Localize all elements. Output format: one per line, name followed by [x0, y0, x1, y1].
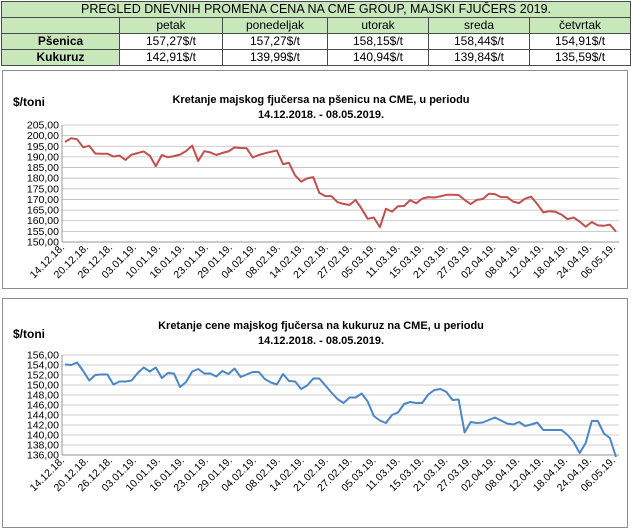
table-row: Pšenica 157,27$/t 157,27$/t 158,15$/t 15…: [1, 33, 631, 50]
corn-y-tick-label: 150,00: [27, 380, 59, 392]
wheat-y-tick-label: 175,00: [27, 183, 59, 195]
day-header: ponedeljak: [222, 17, 328, 34]
corn-y-axis-label: $/toni: [13, 327, 45, 341]
wheat-chart-subtitle: 14.12.2018. - 08.05.2019.: [258, 109, 384, 121]
corn-y-tick-label: 140,00: [27, 430, 59, 442]
wheat-y-tick-label: 190,00: [27, 151, 59, 163]
table-row: Kukuruz 142,91$/t 139,99$/t 140,94$/t 13…: [1, 49, 631, 66]
corn-chart-title: Kretanje cene majskog fjučersa na kukuru…: [158, 320, 484, 332]
table-corner-cell: [1, 17, 120, 34]
corn-y-tick-label: 144,00: [27, 410, 59, 422]
day-header: sreda: [428, 17, 530, 34]
price-cell: 154,91$/t: [528, 33, 631, 50]
wheat-y-tick-label: 185,00: [27, 162, 59, 174]
wheat-y-tick-label: 160,00: [27, 215, 59, 227]
corn-chart-svg: $/toni Kretanje cene majskog fjučersa na…: [13, 320, 619, 494]
day-header: petak: [119, 17, 223, 34]
day-header: utorak: [327, 17, 429, 34]
price-cell: 142,91$/t: [119, 49, 223, 66]
corn-y-tick-label: 152,00: [27, 370, 59, 382]
wheat-y-tick-label: 150,00: [27, 237, 59, 249]
wheat-y-tick-label: 200,00: [27, 130, 59, 142]
price-cell: 158,44$/t: [428, 33, 530, 50]
corn-y-tick-label: 142,00: [27, 420, 59, 432]
price-cell: 135,59$/t: [528, 49, 631, 66]
wheat-y-tick-label: 195,00: [27, 141, 59, 153]
corn-y-tick-label: 146,00: [27, 400, 59, 412]
price-cell: 158,15$/t: [327, 33, 429, 50]
wheat-y-tick-label: 155,00: [27, 226, 59, 238]
wheat-y-tick-label: 180,00: [27, 173, 59, 185]
corn-y-tick-label: 148,00: [27, 390, 59, 402]
corn-y-tick-label: 138,00: [27, 440, 59, 452]
day-header: četvrtak: [528, 17, 631, 34]
price-cell: 139,99$/t: [222, 49, 328, 66]
wheat-chart-title: Kretanje majskog fjučersa na pšenicu na …: [172, 94, 469, 106]
wheat-chart: $/toni Kretanje majskog fjučersa na pšen…: [2, 70, 628, 289]
price-cell: 157,27$/t: [222, 33, 328, 50]
price-cell: 140,94$/t: [327, 49, 429, 66]
corn-price-line: [64, 361, 617, 458]
price-cell: 157,27$/t: [119, 33, 223, 50]
wheat-y-tick-label: 170,00: [27, 194, 59, 206]
price-table: PREGLED DNEVNIH PROMENA CENA NA CME GROU…: [0, 1, 631, 66]
wheat-price-line: [64, 137, 617, 233]
wheat-y-axis-label: $/toni: [13, 95, 45, 109]
wheat-chart-svg: $/toni Kretanje majskog fjučersa na pšen…: [13, 94, 619, 281]
row-label-wheat: Pšenica: [1, 33, 120, 50]
table-title: PREGLED DNEVNIH PROMENA CENA NA CME GROU…: [0, 1, 631, 18]
corn-y-tick-label: 136,00: [27, 450, 59, 462]
corn-chart: $/toni Kretanje cene majskog fjučersa na…: [2, 298, 628, 528]
corn-chart-subtitle: 14.12.2018. - 08.05.2019.: [258, 335, 384, 347]
wheat-y-tick-label: 165,00: [27, 205, 59, 217]
price-cell: 139,84$/t: [428, 49, 530, 66]
row-label-corn: Kukuruz: [1, 49, 120, 66]
corn-y-tick-label: 154,00: [27, 360, 59, 372]
corn-y-tick-label: 156,00: [27, 350, 59, 362]
wheat-y-tick-label: 205,00: [27, 120, 59, 132]
